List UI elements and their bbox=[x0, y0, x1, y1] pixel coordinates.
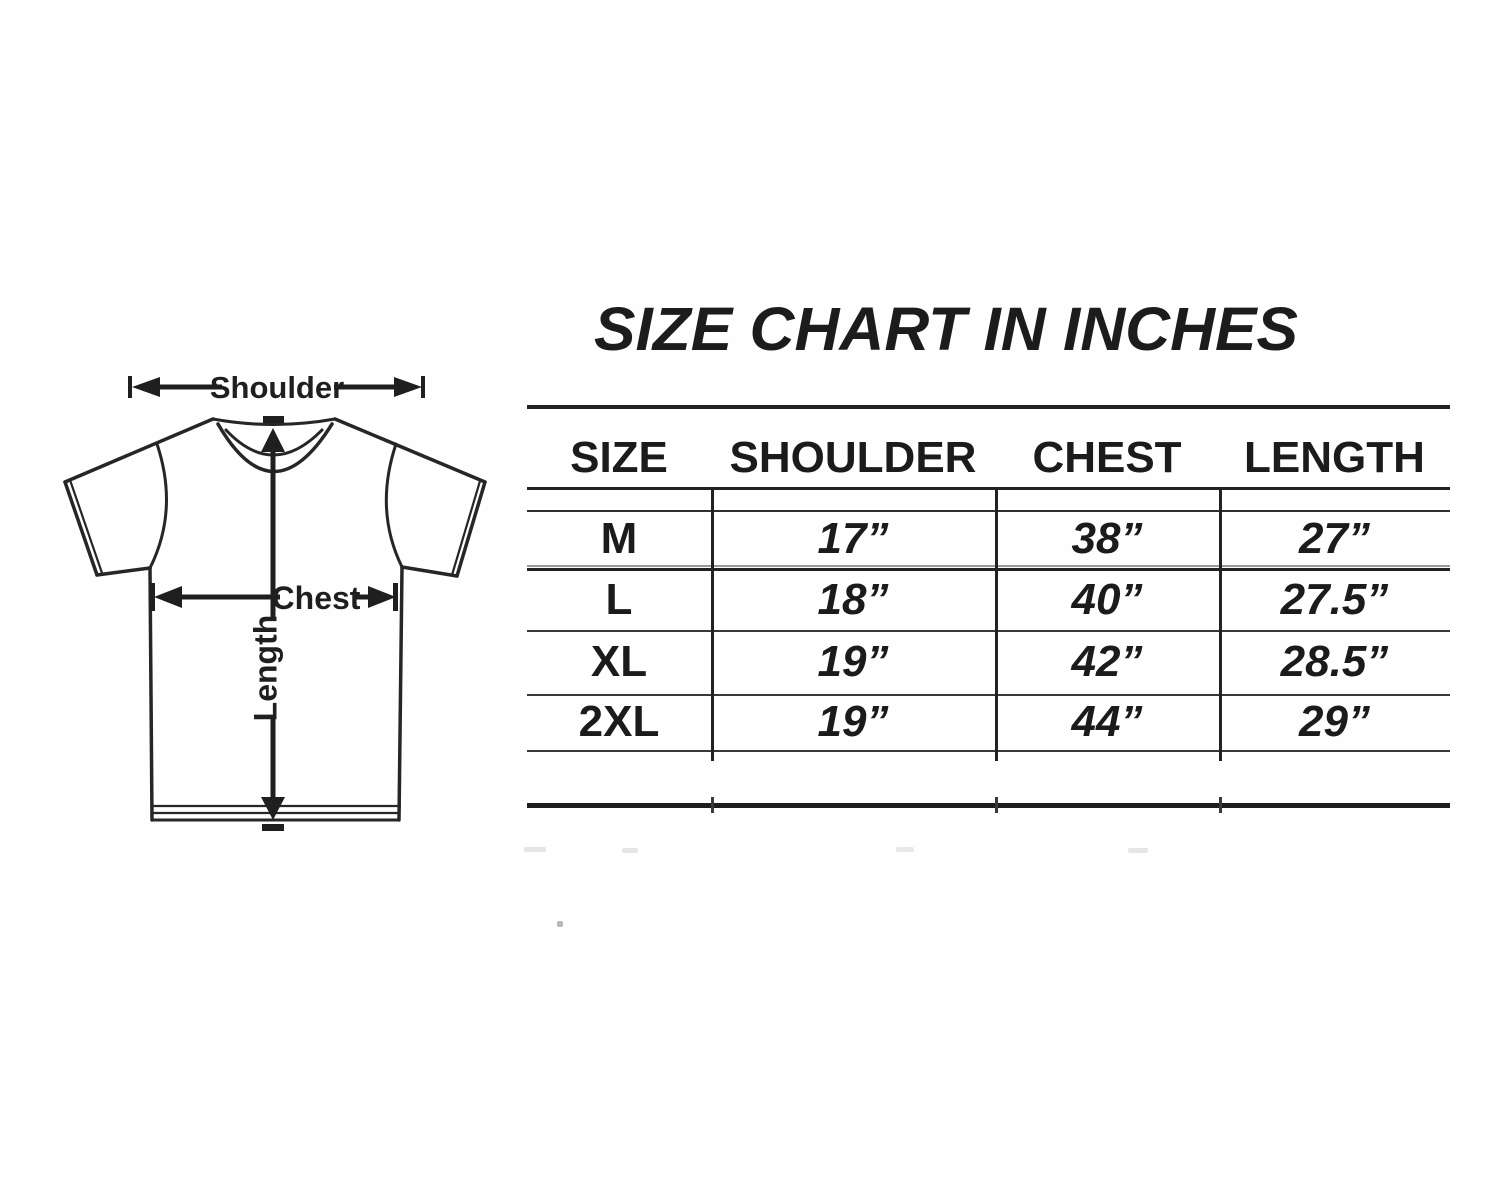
cell-length: 28.5” bbox=[1280, 637, 1389, 686]
table-column-rule bbox=[995, 487, 998, 761]
cell-shoulder: 19” bbox=[817, 637, 889, 686]
cell-length: 29” bbox=[1299, 697, 1370, 746]
table-rule bbox=[527, 750, 1450, 752]
cell-shoulder: 19” bbox=[817, 697, 889, 746]
table-rule-shadow bbox=[527, 565, 1450, 567]
table-rule bbox=[527, 568, 1450, 571]
cell-size: 2XL bbox=[578, 697, 660, 746]
size-table: SIZE SHOULDER CHEST LENGTH M 17” 38” 27”… bbox=[527, 405, 1450, 815]
length-measure-arrow: Length bbox=[247, 416, 285, 831]
table-row: XL 19” 42” 28.5” bbox=[527, 631, 1450, 693]
shoulder-label-bg bbox=[222, 369, 334, 403]
cell-size: L bbox=[605, 575, 633, 624]
table-rule bbox=[527, 694, 1450, 696]
header-length: LENGTH bbox=[1244, 433, 1425, 482]
cell-chest: 38” bbox=[1071, 514, 1143, 563]
table-column-stub bbox=[711, 797, 714, 813]
shoulder-measure-arrow: Shoulder bbox=[128, 369, 425, 405]
collar-back-line bbox=[211, 417, 337, 426]
cell-chest: 42” bbox=[1071, 637, 1143, 686]
length-label: Length bbox=[247, 615, 283, 722]
table-column-rule bbox=[711, 487, 714, 761]
table-column-rule bbox=[1219, 487, 1222, 761]
table-header-row: SIZE SHOULDER CHEST LENGTH bbox=[527, 431, 1450, 485]
cell-shoulder: 17” bbox=[817, 514, 889, 563]
cell-chest: 44” bbox=[1071, 697, 1143, 746]
cell-chest: 40” bbox=[1071, 575, 1143, 624]
artifact-speck bbox=[524, 847, 546, 852]
table-rule bbox=[527, 510, 1450, 512]
artifact-speck bbox=[1128, 848, 1148, 853]
cell-length: 27.5” bbox=[1280, 575, 1389, 624]
cell-length: 27” bbox=[1299, 514, 1370, 563]
chest-label-bg bbox=[280, 577, 354, 615]
header-size: SIZE bbox=[570, 433, 668, 482]
table-rule bbox=[527, 630, 1450, 632]
header-chest: CHEST bbox=[1032, 433, 1182, 482]
table-row: L 18” 40” 27.5” bbox=[527, 571, 1450, 629]
page-title: SIZE CHART IN INCHES bbox=[593, 295, 1299, 363]
table-column-stub bbox=[1219, 797, 1222, 813]
table-row: 2XL 19” 44” 29” bbox=[527, 695, 1450, 749]
cell-size: M bbox=[600, 514, 638, 563]
artifact-speck bbox=[896, 847, 914, 852]
table-top-rule bbox=[527, 405, 1450, 409]
cell-shoulder: 18” bbox=[817, 575, 889, 624]
table-column-stub bbox=[995, 797, 998, 813]
header-shoulder: SHOULDER bbox=[729, 433, 977, 482]
shoulder-label: Shoulder bbox=[210, 370, 344, 405]
table-row: M 17” 38” 27” bbox=[527, 511, 1450, 567]
table-header-rule bbox=[527, 487, 1450, 490]
cell-size: XL bbox=[590, 637, 648, 686]
chest-label: Chest bbox=[272, 580, 361, 616]
artifact-dot bbox=[557, 921, 563, 927]
table-bottom-rule bbox=[527, 803, 1450, 808]
artifact-speck bbox=[622, 848, 638, 853]
